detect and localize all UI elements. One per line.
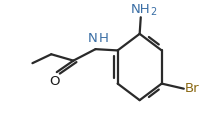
- Text: N: N: [88, 32, 98, 45]
- Text: 2: 2: [151, 7, 157, 17]
- Text: NH: NH: [131, 3, 151, 16]
- Text: Br: Br: [185, 82, 200, 95]
- Text: H: H: [99, 32, 109, 45]
- Text: O: O: [49, 75, 60, 88]
